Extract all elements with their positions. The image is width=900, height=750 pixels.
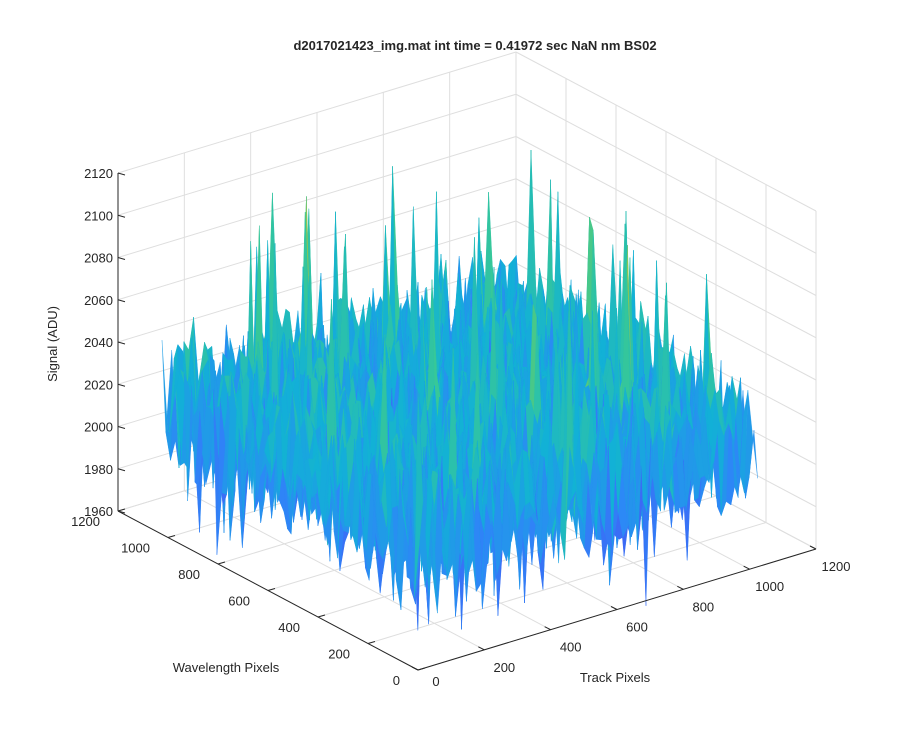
x-tick-mark bbox=[677, 585, 684, 590]
x-tick-label: 200 bbox=[493, 660, 515, 675]
x-tick-label: 400 bbox=[560, 640, 582, 655]
x-tick-mark bbox=[743, 565, 750, 570]
z-tick-label: 2000 bbox=[84, 420, 113, 435]
y-tick-label: 1000 bbox=[121, 541, 150, 556]
z-tick-mark bbox=[117, 426, 126, 429]
z-tick-label: 2020 bbox=[84, 377, 113, 392]
surface-patch bbox=[414, 386, 424, 597]
axes: 0 200 400 600 800 1000 1200 0 200 400 600 800 1000 12… bbox=[71, 166, 850, 689]
z-tick-label: 1960 bbox=[84, 504, 113, 519]
grid-line-wall-z2 bbox=[515, 51, 817, 212]
z-tick-mark bbox=[117, 510, 126, 514]
y-tick-mark bbox=[417, 667, 426, 671]
y-tick-label: 200 bbox=[328, 647, 350, 662]
x-tick-label: 600 bbox=[626, 620, 648, 635]
z-tick-mark bbox=[117, 172, 126, 176]
x-tick-label: 800 bbox=[692, 599, 714, 614]
grid-line-wall-z bbox=[117, 93, 517, 216]
chart-title: d2017021423_img.mat int time = 0.41972 s… bbox=[293, 38, 656, 53]
x-tick-label: 0 bbox=[432, 674, 439, 689]
y-tick-mark bbox=[367, 641, 376, 644]
grid-line-wall-z bbox=[117, 51, 517, 174]
y-tick-mark bbox=[267, 588, 276, 591]
grid-line-floor-y bbox=[367, 522, 767, 644]
grid-line-wall-z2 bbox=[515, 93, 817, 254]
grid-line-wall-z bbox=[117, 136, 517, 258]
z-tick-label: 2120 bbox=[84, 166, 113, 181]
grid-line-wall-z2 bbox=[515, 136, 817, 296]
z-tick-mark bbox=[117, 468, 126, 472]
y-tick-mark bbox=[217, 561, 226, 565]
z-tick-label: 2100 bbox=[84, 208, 113, 223]
y-tick-mark bbox=[167, 535, 176, 538]
grid-line-floor-y bbox=[317, 495, 717, 618]
z-tick-label: 2040 bbox=[84, 335, 113, 350]
x-tick-mark bbox=[610, 606, 618, 610]
x-tick-mark bbox=[411, 666, 419, 671]
z-tick-label: 1980 bbox=[84, 462, 113, 477]
z-tick-mark bbox=[117, 257, 126, 260]
z-tick-mark bbox=[117, 299, 126, 303]
x-tick-mark bbox=[809, 545, 817, 550]
z-tick-label: 2060 bbox=[84, 293, 113, 308]
y-tick-label: 800 bbox=[178, 567, 200, 582]
grid-line-wall-z bbox=[117, 220, 517, 343]
x-tick-label: 1200 bbox=[822, 559, 851, 574]
y-tick-label: 400 bbox=[278, 620, 300, 635]
z-tick-mark bbox=[117, 341, 126, 345]
y-tick-label: 600 bbox=[228, 594, 250, 609]
y-tick-mark bbox=[117, 508, 126, 512]
y-tick-label: 1200 bbox=[71, 514, 100, 529]
z-tick-label: 2080 bbox=[84, 251, 113, 266]
y-tick-label: 0 bbox=[393, 673, 400, 688]
z-tick-mark bbox=[117, 214, 126, 218]
grid-line-wall-z bbox=[117, 178, 517, 301]
x-tick-label: 1000 bbox=[755, 579, 784, 594]
grid-line-wall-z2 bbox=[515, 178, 817, 339]
x-tick-mark bbox=[478, 646, 485, 651]
y-tick-mark bbox=[317, 614, 326, 618]
surface-plot bbox=[161, 149, 758, 631]
x-tick-mark bbox=[544, 626, 551, 631]
z-tick-mark bbox=[117, 383, 126, 387]
